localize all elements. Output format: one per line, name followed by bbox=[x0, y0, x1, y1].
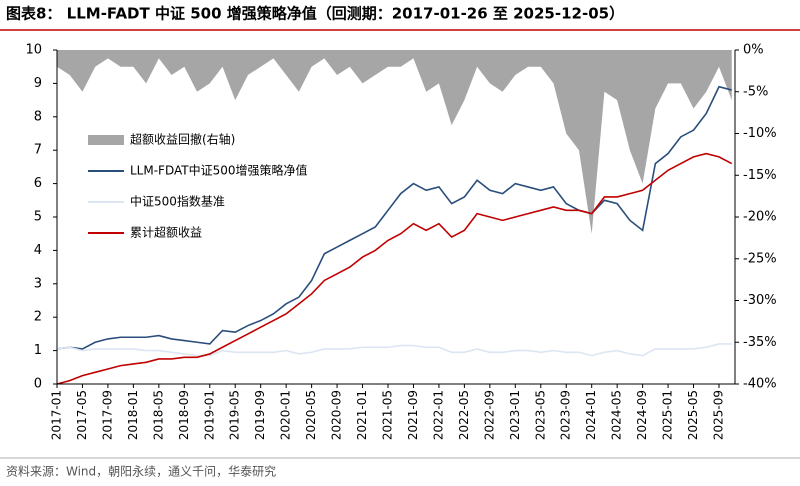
series-line bbox=[56, 343, 732, 357]
y2-tick-label: -5% bbox=[743, 84, 768, 99]
series-line bbox=[56, 152, 733, 385]
x-tick-label: 2024-01 bbox=[584, 390, 598, 440]
x-tick-label: 2025-01 bbox=[661, 390, 675, 440]
x-tick-label: 2019-05 bbox=[228, 390, 242, 440]
x-tick-label: 2023-05 bbox=[533, 390, 547, 440]
x-tick-label: 2021-05 bbox=[381, 390, 395, 440]
drawdown-area bbox=[57, 50, 732, 234]
x-tick-label: 2024-09 bbox=[635, 390, 649, 440]
x-tick-label: 2025-09 bbox=[712, 390, 726, 440]
y-tick-label: 9 bbox=[34, 76, 42, 91]
x-tick-label: 2019-09 bbox=[253, 390, 267, 440]
legend-label: 累计超额收益 bbox=[130, 225, 202, 240]
x-tick-label: 2021-09 bbox=[406, 390, 420, 440]
legend-swatch bbox=[88, 135, 124, 145]
y2-tick-label: -15% bbox=[743, 168, 777, 183]
x-tick-label: 2017-01 bbox=[50, 390, 64, 440]
legend-label: 超额收益回撤(右轴) bbox=[130, 132, 235, 147]
x-tick-label: 2017-05 bbox=[75, 390, 89, 440]
y2-tick-label: -35% bbox=[743, 335, 777, 350]
x-tick-label: 2022-09 bbox=[482, 390, 496, 440]
x-tick-label: 2018-09 bbox=[177, 390, 191, 440]
x-tick-label: 2020-09 bbox=[330, 390, 344, 440]
x-tick-label: 2022-01 bbox=[431, 390, 445, 440]
y-tick-label: 1 bbox=[34, 343, 42, 358]
y2-tick-label: -10% bbox=[743, 126, 777, 141]
x-tick-label: 2017-09 bbox=[100, 390, 114, 440]
series-line bbox=[56, 85, 732, 350]
y-tick-label: 6 bbox=[34, 176, 42, 191]
y2-tick-label: 0% bbox=[743, 43, 764, 58]
x-tick-label: 2022-05 bbox=[457, 390, 471, 440]
y-tick-label: 4 bbox=[34, 243, 42, 258]
y-tick-label: 2 bbox=[34, 310, 42, 325]
y-tick-label: 0 bbox=[34, 377, 42, 392]
x-tick-label: 2025-05 bbox=[686, 390, 700, 440]
y2-tick-label: -30% bbox=[743, 293, 777, 308]
y2-tick-label: -25% bbox=[743, 251, 777, 266]
legend-label: 中证500指数基准 bbox=[130, 194, 225, 209]
x-tick-label: 2018-01 bbox=[126, 390, 140, 440]
x-tick-label: 2020-05 bbox=[304, 390, 318, 440]
y-tick-label: 5 bbox=[34, 210, 42, 225]
legend-label: LLM-FDAT中证500增强策略净值 bbox=[130, 163, 308, 178]
x-tick-label: 2019-01 bbox=[202, 390, 216, 440]
y2-tick-label: -20% bbox=[743, 210, 777, 225]
x-tick-label: 2018-05 bbox=[151, 390, 165, 440]
x-tick-label: 2021-01 bbox=[355, 390, 369, 440]
y-tick-label: 8 bbox=[34, 109, 42, 124]
chart-title: 图表8： LLM-FADT 中证 500 增强策略净值（回测期：2017-01-… bbox=[6, 5, 624, 23]
source-note: 资料来源：Wind，朝阳永续，通义千问，华泰研究 bbox=[6, 464, 276, 479]
y-tick-label: 3 bbox=[34, 276, 42, 291]
y2-tick-label: -40% bbox=[743, 377, 777, 392]
x-tick-label: 2023-01 bbox=[508, 390, 522, 440]
y-tick-label: 7 bbox=[34, 143, 42, 158]
x-tick-label: 2023-09 bbox=[559, 390, 573, 440]
x-tick-label: 2024-05 bbox=[610, 390, 624, 440]
y-tick-label: 10 bbox=[25, 43, 42, 58]
x-tick-label: 2020-01 bbox=[279, 390, 293, 440]
